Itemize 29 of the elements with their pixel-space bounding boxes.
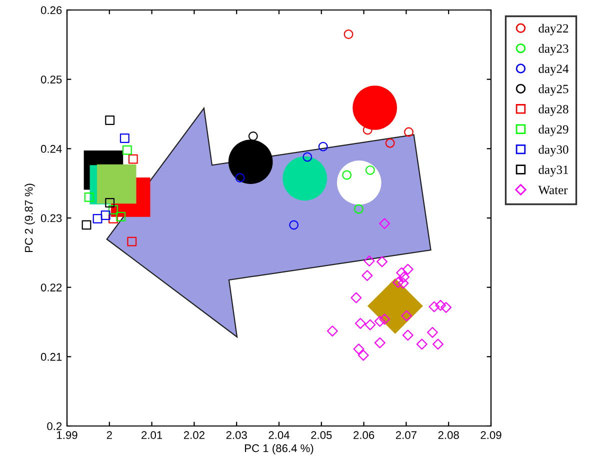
y-tick-label: 0.25 [40,76,62,84]
x-tick-label: 2.01 [142,431,162,440]
legend-label: day24 [538,64,569,76]
y-tick-label: 0.21 [40,352,62,361]
x-tick-label: 2.04 [268,431,290,440]
legend-label: day23 [538,44,568,56]
legend-label: day31 [538,165,568,177]
x-tick-label: 2.06 [354,431,374,440]
y-tick-label: 0.26 [40,6,62,14]
x-axis-title: PC 1 (86.4 %) [245,444,314,454]
y-tick-label: 0.23 [40,214,62,222]
legend-label: day30 [538,145,568,156]
x-tick-label: 2.05 [311,431,332,440]
legend-label: day28 [538,104,568,116]
y-axis-title: PC 2 (9.87 %) [24,184,35,252]
legend-label: day22 [538,24,568,36]
x-tick-label: 2.07 [396,431,416,440]
y-tick-label: 0.24 [40,144,62,153]
x-tick-label: 2.02 [184,431,204,440]
legend-label: day25 [538,84,568,96]
x-tick-label: 2.09 [480,431,502,440]
x-tick-label: 1.99 [57,431,78,440]
x-tick-label: 2.03 [226,431,247,440]
x-tick-label: 2.08 [438,431,459,440]
y-tick-label: 0.22 [40,284,62,292]
legend-label: day29 [538,124,568,136]
y-tick-label: 0.2 [47,422,62,430]
x-tick-label: 2 [106,431,112,439]
legend-label: Water [538,186,568,194]
